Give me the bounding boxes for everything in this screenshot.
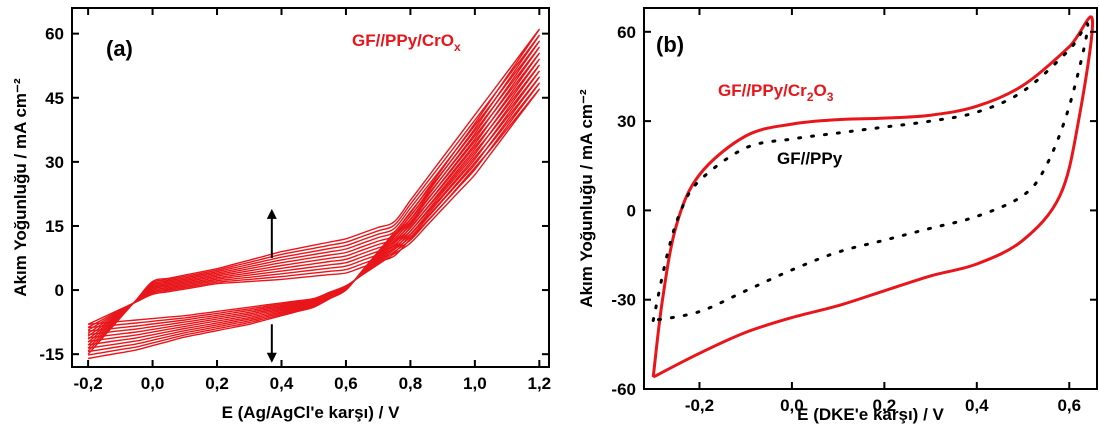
panel-label-b: (b) [656,32,684,57]
a-y-tick-label: 15 [45,217,64,236]
x-axis-label-a: E (Ag/AgCl'e karşı) / V [222,403,401,422]
plot-frame-b [643,7,1098,390]
cv-curves-a [87,28,541,360]
cv-cycle-curve [87,52,541,346]
cv-cycle-curve [87,34,541,356]
panel-label-a: (a) [106,36,133,61]
cv-cycle-curve [87,88,541,325]
y-axis-label-a: Akım Yoğunluğu / mA cm⁻² [11,78,30,297]
cv-cycle-curve [87,82,541,329]
plot-frame-a [71,7,550,368]
b-x-tick-label: 0,2 [873,396,897,415]
a-x-tick-label: 0,8 [399,374,423,393]
panel-a: -0,2 0,0 0,2 0,4 0,6 0,8 1,0 1,2 -15 0 15 30 45 60 (a… [11,7,551,422]
x-axis-label-b: E (DKE'e karşı) / V [797,405,944,424]
cv-cycle-curve [87,58,541,343]
cv-curve-ppy [651,22,1090,322]
cv-cycle-curve [87,28,541,360]
b-y-tick-label: 60 [617,23,636,42]
a-y-tick-label: 45 [45,89,64,108]
a-y-tick-label: 30 [45,153,64,172]
b-x-tick-label: -0,2 [685,396,714,415]
panel-b: -0,2 0,0 0,2 0,4 0,6 -60 -30 0 30 60 (b) GF//PPy/… [577,7,1098,424]
cv-cycle-curve [87,70,541,336]
series-label-b-ppy: GF//PPy [777,149,843,168]
cv-cycle-curve [87,40,541,353]
b-x-tick-label: 0,0 [780,396,804,415]
b-x-tick-label: 0,4 [965,396,989,415]
a-x-tick-label: 0,4 [270,374,294,393]
cv-cycle-curve [87,76,541,332]
a-x-tick-label: 0,6 [334,374,358,393]
a-y-tick-label: 0 [55,281,64,300]
arrow-down-icon [266,352,277,363]
ticks-b: -0,2 0,0 0,2 0,4 0,6 -60 -30 0 30 60 [611,8,1097,415]
a-y-tick-label: -15 [39,345,64,364]
ticks-a: -0,2 0,0 0,2 0,4 0,6 0,8 1,0 1,2 -15 0 15 30 45 60 [39,8,551,393]
cv-curves-b [651,15,1095,379]
b-y-tick-label: -30 [611,291,636,310]
b-y-tick-label: -60 [611,380,636,399]
y-axis-label-b: Akım Yoğunluğu / mA cm⁻² [577,89,596,308]
a-x-tick-label: -0,2 [73,374,102,393]
b-y-tick-label: 0 [627,201,636,220]
a-x-tick-label: 0,2 [205,374,229,393]
a-x-tick-label: 1,0 [463,374,487,393]
cv-curve-cr2o3 [651,15,1095,379]
cycle-arrows-a [266,208,277,363]
a-x-tick-label: 1,2 [528,374,552,393]
cv-cycle-curve [87,64,541,339]
a-x-tick-label: 0,0 [141,374,165,393]
cv-cycle-curve [87,46,541,349]
series-label-a: GF//PPy/CrOx [352,31,461,54]
arrow-up-icon [266,208,277,219]
a-y-tick-label: 60 [45,25,64,44]
b-y-tick-label: 30 [617,112,636,131]
b-x-tick-label: 0,6 [1057,396,1081,415]
series-label-b-cr2o3: GF//PPy/Cr2O3 [718,81,834,104]
